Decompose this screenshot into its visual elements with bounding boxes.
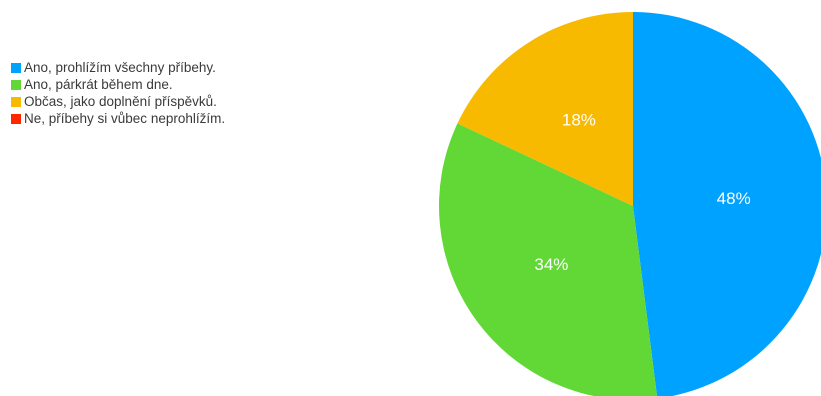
pie-slice: [457, 12, 633, 206]
legend-swatch: [11, 62, 21, 73]
legend-swatch: [11, 96, 21, 107]
legend-swatch: [11, 79, 21, 90]
legend-label: Ne, příbehy si vůbec neprohlížím.: [24, 111, 226, 126]
pie-slice: [633, 12, 821, 396]
legend-label: Ano, prohlížím všechny příbehy.: [24, 60, 216, 75]
legend-label: Občas, jako doplnění příspěvků.: [24, 94, 217, 109]
legend-item: Ano, prohlížím všechny příbehy.: [11, 60, 225, 75]
chart-legend: Ano, prohlížím všechny příbehy. Ano, pár…: [11, 60, 225, 126]
slice-value-label: 48%: [717, 189, 751, 208]
slice-value-label: 18%: [562, 110, 596, 129]
legend-label: Ano, párkrát během dne.: [24, 77, 173, 92]
legend-swatch: [11, 113, 21, 124]
legend-item: Ne, příbehy si vůbec neprohlížím.: [11, 111, 225, 126]
slice-value-label: 34%: [534, 255, 568, 274]
pie-slice: [439, 123, 657, 396]
legend-item: Občas, jako doplnění příspěvků.: [11, 94, 225, 109]
legend-item: Ano, párkrát během dne.: [11, 77, 225, 92]
